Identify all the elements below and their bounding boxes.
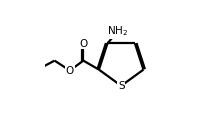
Text: O: O	[79, 39, 88, 48]
Text: S: S	[118, 81, 125, 91]
Text: NH$_2$: NH$_2$	[107, 24, 129, 38]
Text: O: O	[66, 66, 74, 75]
